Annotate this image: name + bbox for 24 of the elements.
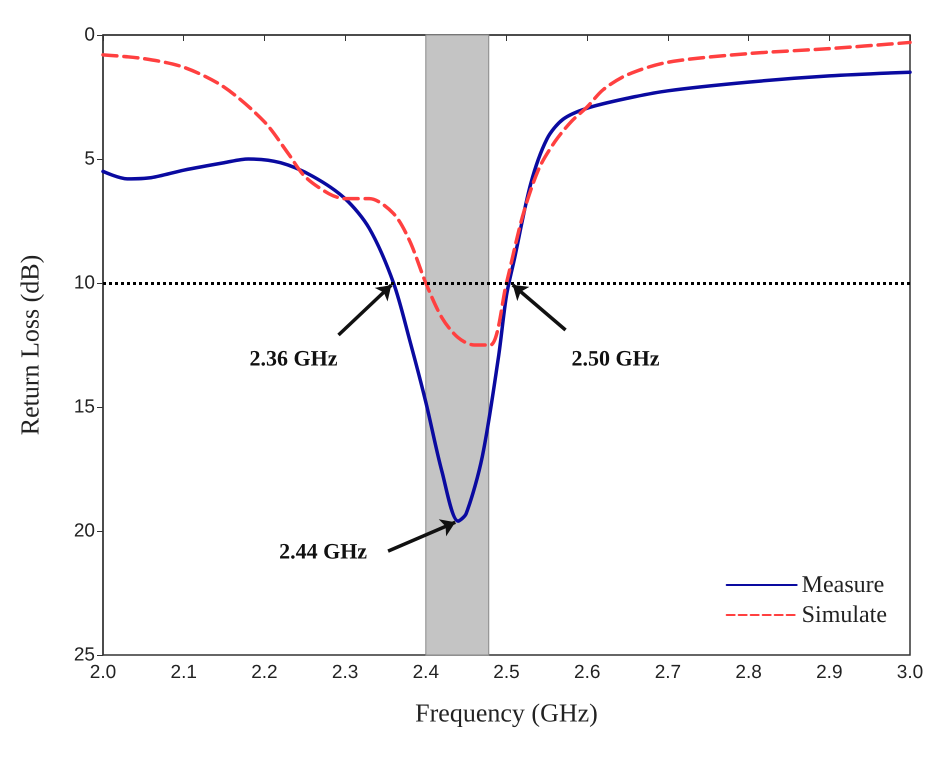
- x-axis-title: Frequency (GHz): [415, 698, 598, 728]
- x-tick-label: 2.9: [816, 662, 843, 683]
- y-tick-label: 0: [84, 24, 95, 46]
- annotation: 2.50 GHz: [572, 346, 660, 370]
- y-tick-label: 15: [74, 396, 95, 418]
- annotation: 2.44 GHz: [279, 538, 368, 564]
- line-series: [101, 40, 912, 347]
- y-axis-title: Return Loss (dB): [16, 254, 44, 436]
- y-tick-label: 20: [74, 520, 95, 542]
- x-tick-label: 2.1: [170, 662, 197, 683]
- annotation: 2.36 GHz: [250, 346, 338, 370]
- line-series: [101, 70, 912, 523]
- y-tick-label: 10: [74, 272, 95, 294]
- x-tick-label: 2.4: [412, 662, 440, 683]
- x-tick-label: 3.0: [896, 662, 924, 683]
- x-tick-label: 2.2: [251, 662, 278, 683]
- x-tick-label: 2.6: [574, 662, 600, 683]
- y-tick-label: 5: [84, 148, 95, 170]
- x-tick-label: 2.3: [332, 662, 358, 683]
- legend-label: Measure: [802, 572, 884, 598]
- x-tick-label: 2.8: [735, 662, 762, 683]
- legend-label: Simulate: [802, 602, 888, 628]
- x-tick-label: 2.5: [493, 662, 520, 683]
- x-tick-label: 2.7: [654, 662, 682, 683]
